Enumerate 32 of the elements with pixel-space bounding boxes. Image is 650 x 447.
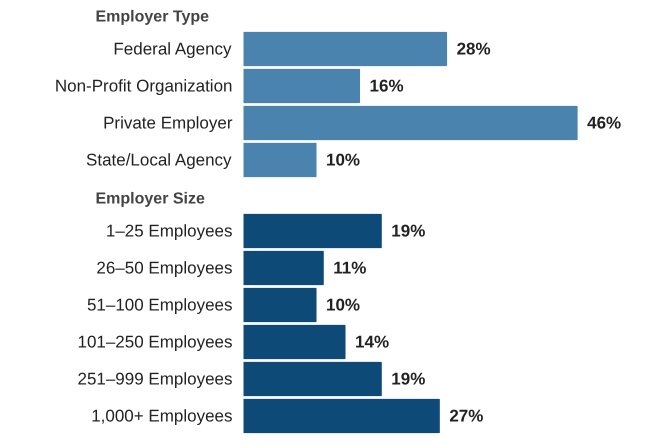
y-tick-label: 1,000+ Employees: [91, 406, 233, 426]
data-label: 10%: [326, 296, 360, 314]
y-tick-label: 26–50 Employees: [96, 258, 232, 278]
y-tick-label: Federal Agency: [113, 40, 232, 58]
bar: [244, 398, 440, 434]
bar: [244, 142, 317, 178]
chart-title: Employer Type: [96, 8, 210, 26]
bar: [244, 106, 578, 140]
bar: [244, 362, 382, 396]
data-label: 11%: [333, 258, 366, 278]
bar: [244, 288, 317, 322]
bar: [244, 250, 324, 286]
bar: [244, 214, 382, 248]
y-tick-label: Non-Profit Organization: [54, 76, 233, 96]
data-label: 16%: [370, 76, 404, 96]
y-tick-label: Private Employer: [103, 114, 233, 132]
data-label: 46%: [587, 114, 622, 132]
bar: [244, 32, 448, 66]
data-label: 19%: [391, 222, 426, 240]
y-tick-label: 51–100 Employees: [86, 296, 232, 314]
data-label: 28%: [456, 40, 491, 58]
data-label: 10%: [326, 150, 360, 170]
chart-title: Employer Size: [96, 190, 205, 208]
y-tick-label: 101–250 Employees: [78, 332, 233, 352]
data-label: 19%: [391, 370, 426, 388]
bar: [244, 324, 346, 360]
y-tick-label: 1–25 Employees: [106, 222, 233, 240]
y-tick-label: 251–999 Employees: [78, 370, 233, 388]
data-label: 27%: [449, 406, 484, 426]
y-tick-label: State/Local Agency: [86, 150, 232, 170]
data-label: 14%: [355, 332, 390, 352]
bar: [244, 68, 360, 104]
